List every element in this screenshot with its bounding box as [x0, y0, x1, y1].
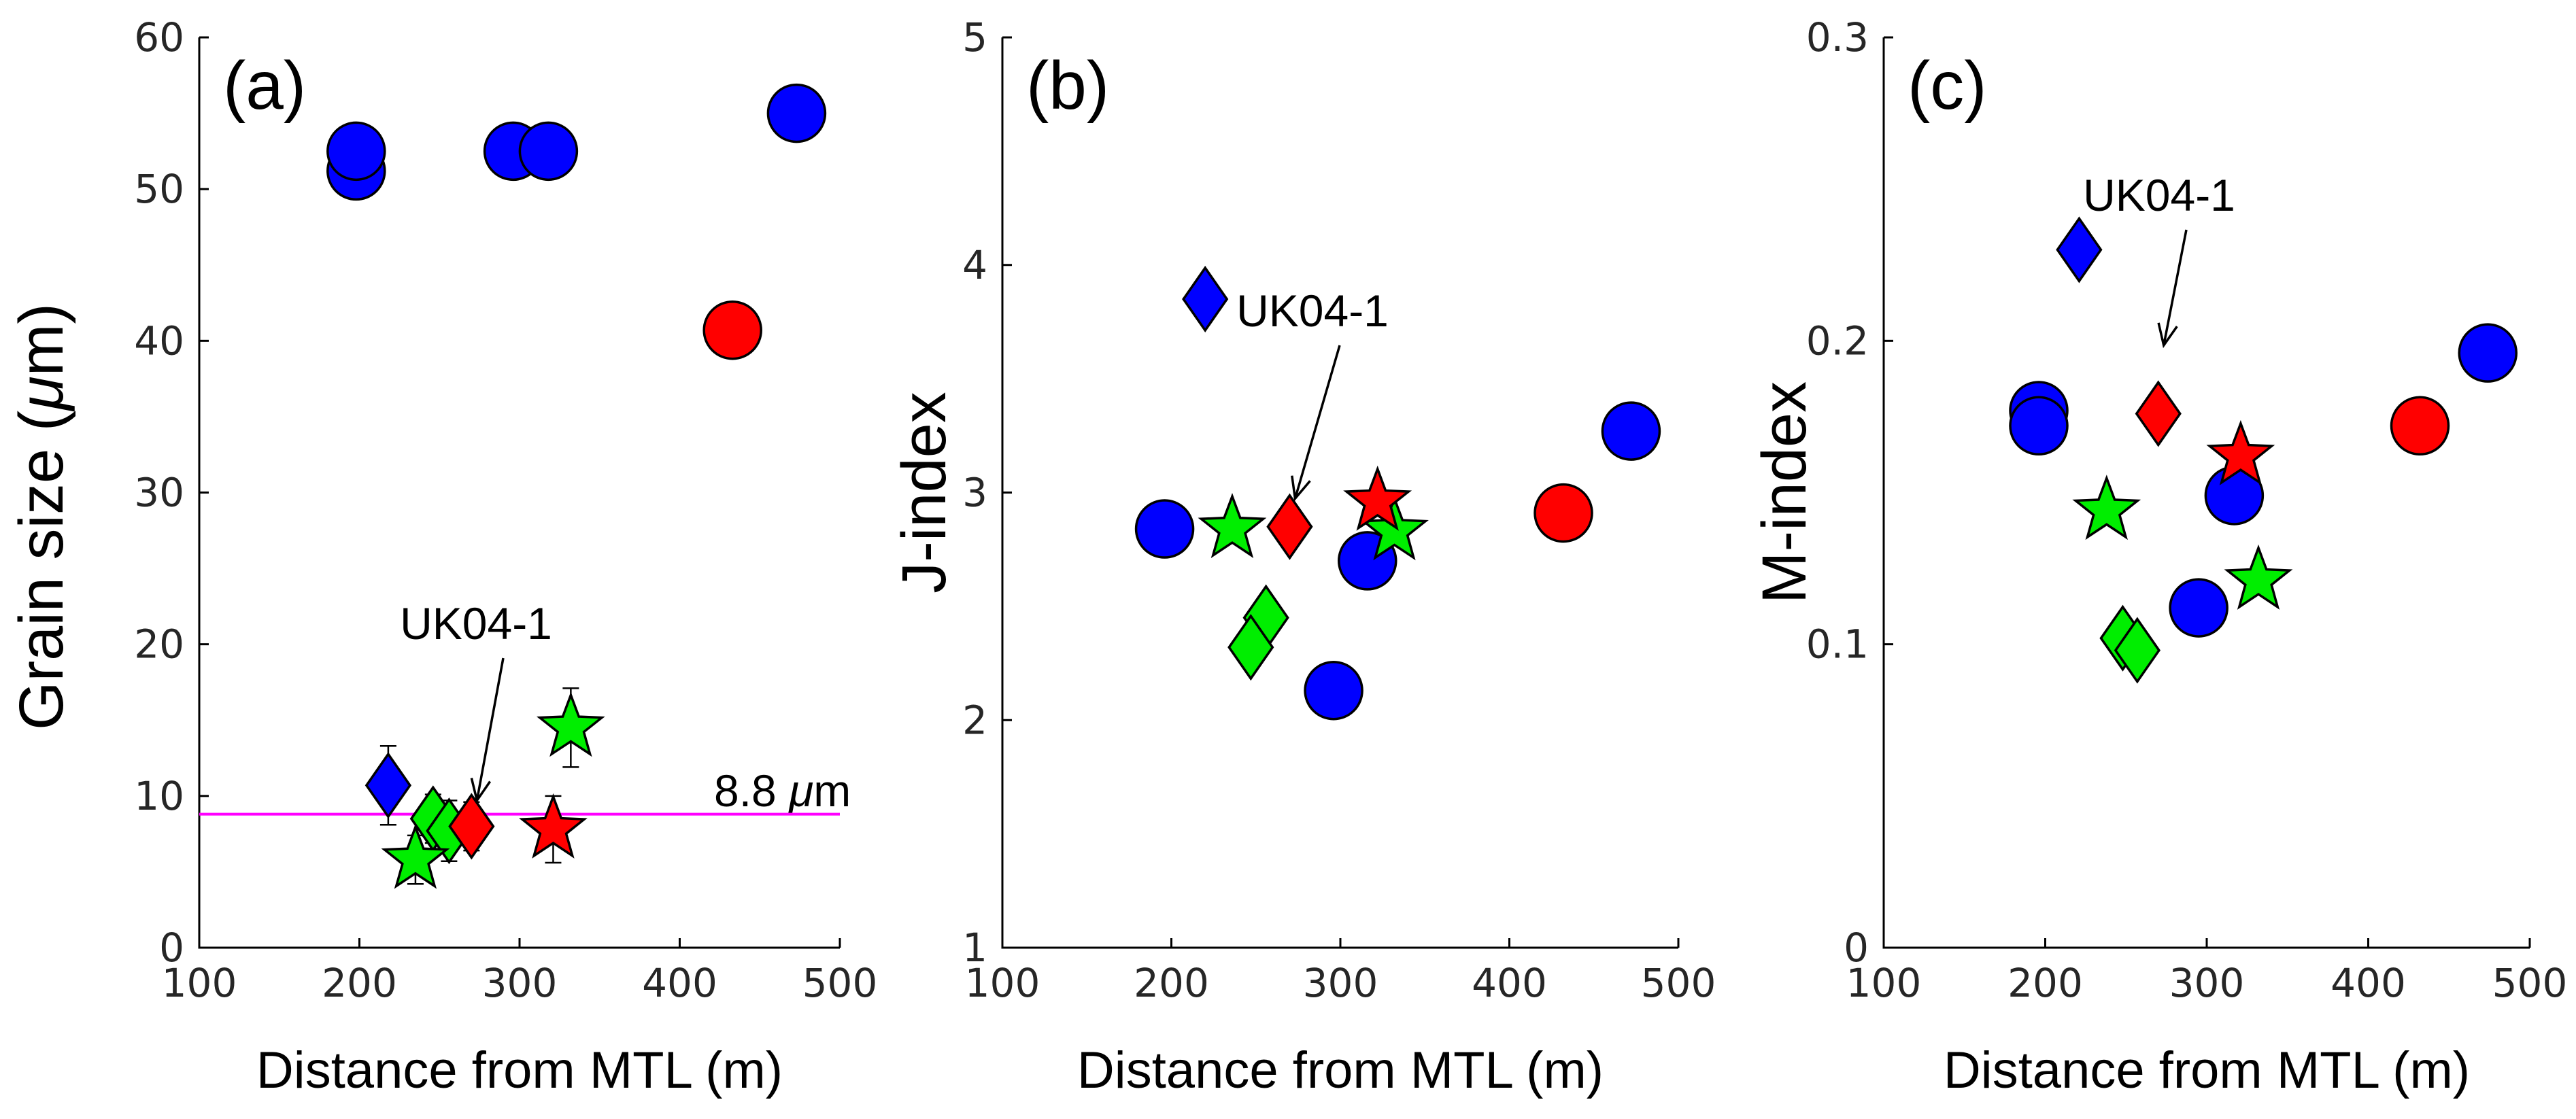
panel-c-point-star: [2206, 419, 2275, 485]
panel-c-x-tick-label: 100: [1846, 960, 1922, 1006]
panel-b-point-circle: [1134, 499, 1195, 559]
panel-b-panel-label: (b): [1026, 48, 1109, 124]
panel-a-x-tick-label: 200: [322, 960, 397, 1006]
panel-c-x-tick-label: 200: [2007, 960, 2083, 1006]
panel-a-point-circle: [766, 83, 827, 143]
panel-a-x-tick-label: 500: [802, 960, 878, 1006]
panel-c-point-circle: [2390, 396, 2450, 456]
panel-a-x-tick-label: 100: [162, 960, 237, 1006]
panel-a-y-tick-label: 50: [134, 166, 184, 212]
panel-a-point-diamond: [365, 752, 412, 819]
panel-c-y-axis-label: M-index: [1750, 381, 1819, 604]
panel-a-y-tick-label: 20: [134, 621, 184, 668]
panel-a-annotation-label: UK04-1: [400, 598, 552, 649]
panel-a-point-star: [519, 793, 588, 859]
panel-a-point-diamond: [448, 793, 495, 860]
panel-c-x-tick-label: 300: [2169, 960, 2245, 1006]
panel-a-grain-size: Grain size (μm) 8.8 μm 100 200 300 400 500 0 1…: [7, 14, 877, 1099]
panel-a-point-circle: [326, 121, 386, 182]
panel-a-y-tick-label: 30: [134, 470, 184, 516]
panel-c-point-diamond: [2135, 380, 2182, 447]
panel-b-y-tick-label: 1: [962, 925, 987, 971]
panel-a-y-tick-label: 10: [134, 773, 184, 819]
panel-a-x-tick-label: 400: [642, 960, 717, 1006]
panel-b-x-tick-label: 400: [1472, 960, 1547, 1006]
panel-b-point-star: [1343, 465, 1412, 531]
panel-a-annotation-arrowhead: [470, 778, 492, 804]
panel-a-reference-label: 8.8 μm: [714, 765, 851, 816]
panel-b-annotation-label: UK04-1: [1236, 286, 1389, 336]
panel-b-annotation-arrow: [1293, 345, 1341, 499]
panel-c-x-tick-label: 400: [2331, 960, 2406, 1006]
panel-b-point-diamond: [1182, 265, 1229, 333]
panel-a-y-tick-label: 40: [134, 317, 184, 364]
panel-c-m-index: 100 200 300 400 500 0 0.1 0.2 0.3 Distance from M…: [1750, 14, 2567, 1099]
panel-b-j-index: 100 200 300 400 500 1 2 3 4 5 Distance from MTL (m…: [889, 14, 1716, 1099]
panel-c-point-circle: [2458, 323, 2518, 383]
panel-b-x-tick-label: 500: [1641, 960, 1716, 1006]
panel-b-annotation-arrowhead: [1291, 475, 1311, 502]
panel-b-x-tick-label: 100: [965, 960, 1040, 1006]
panel-c-y-tick-label: 0.1: [1806, 621, 1869, 668]
panel-a-panel-label: (a): [223, 48, 306, 124]
panel-c-point-star: [2072, 475, 2141, 540]
panel-b-y-axis-label: J-index: [889, 392, 959, 593]
panel-c-annotation-arrow: [2163, 229, 2188, 346]
panel-a-point-star: [381, 823, 450, 889]
panel-a-y-axis-label: Grain size (μm): [7, 303, 76, 730]
panel-a-x-tick-label: 300: [482, 960, 558, 1006]
panel-a-point-star: [536, 691, 605, 757]
panel-c-panel-label: (c): [1908, 48, 1987, 124]
panel-b-y-tick-label: 3: [962, 470, 987, 516]
panel-b-x-axis-label: Distance from MTL (m): [1077, 1041, 1604, 1099]
panel-a-point-circle: [702, 300, 762, 360]
panel-c-annotation-label: UK04-1: [2083, 170, 2235, 220]
panel-a-y-tick-label: 0: [159, 925, 184, 971]
panel-b-y-tick-label: 2: [962, 697, 987, 743]
panel-b-x-tick-label: 300: [1303, 960, 1378, 1006]
panel-c-x-axis-label: Distance from MTL (m): [1944, 1041, 2470, 1099]
panel-a-x-axis-label: Distance from MTL (m): [256, 1041, 783, 1099]
panel-c-y-tick-label: 0.2: [1806, 317, 1869, 364]
panel-a-point-circle: [518, 121, 579, 182]
panel-b-point-circle: [1304, 660, 1363, 721]
panel-b-x-tick-label: 200: [1134, 960, 1209, 1006]
panel-a-annotation-arrow: [475, 657, 505, 801]
panel-b-point-circle: [1601, 401, 1661, 461]
panel-b-point-diamond: [1227, 614, 1274, 681]
panel-c-x-tick-label: 500: [2492, 960, 2568, 1006]
panel-c-point-star: [2224, 544, 2293, 610]
panel-c-point-circle: [2169, 578, 2228, 638]
panel-b-y-tick-label: 4: [962, 242, 987, 288]
panel-a-y-tick-label: 60: [134, 14, 184, 61]
panel-c-y-tick-label: 0.3: [1806, 14, 1869, 61]
panel-c-point-circle: [2009, 396, 2069, 456]
panel-b-y-tick-label: 5: [962, 14, 987, 61]
panel-b-point-star: [1198, 493, 1267, 558]
panel-b-point-diamond: [1266, 493, 1313, 560]
panel-c-point-diamond: [2114, 617, 2161, 684]
panel-c-y-tick-label: 0: [1844, 925, 1869, 971]
panel-c-point-diamond: [2056, 216, 2103, 283]
panel-c-annotation-arrowhead: [2157, 322, 2178, 349]
panel-b-point-circle: [1533, 483, 1593, 543]
